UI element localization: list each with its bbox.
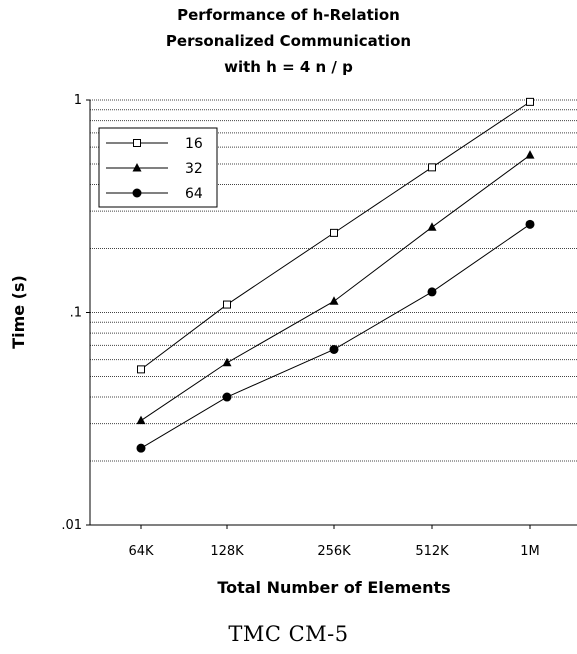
chart-title-line-3: with h = 4 n / p: [224, 58, 353, 76]
series-line-64: [140, 223, 531, 449]
x-tick-label: 256K: [317, 544, 351, 559]
data-point-triangle: [525, 150, 535, 159]
data-point-circle: [427, 287, 437, 297]
x-tick-label: 64K: [128, 544, 154, 559]
y-axis-label: Time (s): [9, 275, 28, 349]
y-tick-label: 1: [74, 93, 82, 108]
data-point-circle: [132, 188, 142, 198]
data-point-circle: [525, 219, 535, 229]
data-point-square: [330, 228, 338, 237]
data-point-square: [526, 97, 534, 106]
y-tick-label: .01: [61, 518, 82, 533]
data-point-circle: [136, 443, 146, 453]
data-point-circle: [222, 392, 232, 402]
data-point-triangle: [132, 163, 142, 172]
y-tick-label: .1: [70, 306, 82, 321]
x-tick-label: 1M: [520, 544, 540, 559]
data-point-square: [223, 300, 231, 309]
chart-title-line-1: Performance of h-Relation: [177, 6, 400, 24]
data-point-triangle: [222, 357, 232, 367]
x-tick-label: 512K: [415, 544, 449, 559]
x-tick-label: 128K: [210, 544, 244, 559]
data-point-triangle: [329, 296, 339, 305]
data-point-square: [133, 139, 141, 147]
data-point-square: [428, 163, 436, 172]
legend-label: 64: [185, 186, 203, 202]
x-axis-label: Total Number of Elements: [217, 578, 450, 597]
caption: TMC CM-5: [228, 622, 349, 646]
data-point-square: [137, 365, 145, 374]
chart-title-line-2: Personalized Communication: [165, 32, 412, 50]
legend-label: 16: [185, 136, 203, 152]
data-point-triangle: [136, 415, 146, 425]
data-point-circle: [329, 344, 339, 354]
data-point-triangle: [427, 222, 437, 231]
legend-label: 32: [185, 161, 203, 177]
